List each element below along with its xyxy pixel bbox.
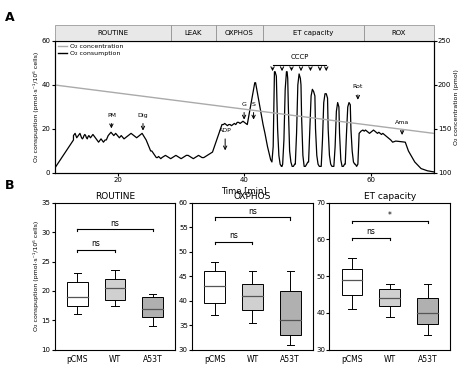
Y-axis label: O₂ concentration (pmol): O₂ concentration (pmol) — [454, 69, 459, 145]
Text: G: G — [242, 102, 246, 119]
Bar — [417, 298, 438, 324]
Text: ET capacity: ET capacity — [293, 30, 334, 36]
Bar — [172, 25, 216, 41]
Text: ns: ns — [110, 219, 119, 228]
Text: ns: ns — [248, 207, 257, 216]
X-axis label: Time [min]: Time [min] — [221, 186, 267, 195]
Bar — [216, 25, 263, 41]
Text: ns: ns — [366, 227, 375, 236]
Title: ET capacity: ET capacity — [364, 192, 416, 201]
Text: Dig: Dig — [137, 113, 148, 129]
Text: S: S — [252, 102, 255, 119]
Bar — [342, 269, 363, 295]
Text: A: A — [5, 11, 14, 24]
Bar — [364, 25, 434, 41]
Text: LEAK: LEAK — [185, 30, 202, 36]
Bar — [263, 25, 364, 41]
Text: PM: PM — [107, 113, 116, 127]
Text: Ama: Ama — [395, 119, 409, 134]
Text: ns: ns — [229, 231, 238, 240]
Text: ADP: ADP — [219, 128, 231, 149]
Text: ROUTINE: ROUTINE — [98, 30, 128, 36]
Bar — [67, 282, 88, 305]
Text: B: B — [5, 179, 14, 192]
Text: ROX: ROX — [392, 30, 406, 36]
Bar — [142, 297, 163, 317]
Bar — [380, 289, 400, 305]
Legend: O₂ concentration, O₂ consumption: O₂ concentration, O₂ consumption — [58, 44, 124, 56]
Y-axis label: O₂ conspuption (pmol·s⁻¹/10⁶ cells): O₂ conspuption (pmol·s⁻¹/10⁶ cells) — [33, 52, 38, 162]
Y-axis label: O₂ conspuption (pmol·s⁻¹/10⁶ cells): O₂ conspuption (pmol·s⁻¹/10⁶ cells) — [33, 221, 38, 331]
Title: ROUTINE: ROUTINE — [95, 192, 135, 201]
Text: ns: ns — [91, 239, 100, 248]
Bar — [280, 291, 301, 335]
Title: OXPHOS: OXPHOS — [234, 192, 271, 201]
Bar — [55, 25, 172, 41]
Bar — [242, 283, 263, 311]
Text: OXPHOS: OXPHOS — [225, 30, 254, 36]
Bar — [105, 279, 125, 300]
Text: CCCP: CCCP — [291, 54, 309, 60]
Bar — [204, 271, 225, 303]
Text: *: * — [388, 211, 392, 219]
Text: Rot: Rot — [353, 84, 363, 99]
